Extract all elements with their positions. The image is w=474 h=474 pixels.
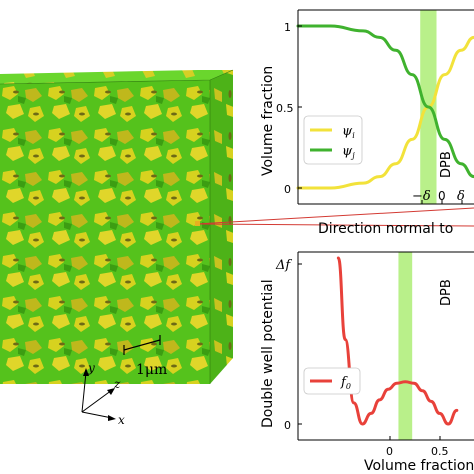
axis-x-label: x [118,413,125,427]
bottom-plot: DPB Δf 0 0 0.5 Double well potential Vol… [260,251,474,474]
top-legend-psi-j: ψj [342,144,355,160]
bottom-plot-yticks [298,263,302,425]
scale-bar [123,335,161,355]
cube-side-face [210,70,233,384]
bottom-plot-band-label: DPB [439,279,454,306]
top-plot-legend [303,115,363,165]
bottom-plot-series-f0 [336,256,459,426]
axis-triad [81,368,116,421]
top-plot-ytick-0: 0 [284,183,291,196]
cube-front-face [0,80,210,384]
top-legend-psi-i: ψi [342,124,355,140]
bottom-plot-xlabel: Volume fraction [364,458,474,474]
top-plot: DPB 1 0.5 0 −δ 0 δ Volume fraction Direc… [260,9,474,237]
top-plot-band-label: DPB [439,151,454,178]
top-plot-xtick-minus-delta: −δ [412,189,431,204]
bottom-plot-legend [303,367,361,395]
top-plot-ytick-1: 1 [284,21,291,34]
top-plot-ytick-05: 0.5 [276,102,294,115]
axis-y-label: y [87,361,95,375]
top-plot-xlabel: Direction normal to [318,221,453,237]
top-plot-series-ψi [296,35,474,190]
top-plot-xtick-zero: 0 [438,189,446,203]
bottom-plot-ytick-0: 0 [284,419,291,432]
bottom-plot-xticks [389,436,441,440]
microstructure-cube [0,69,234,384]
bottom-plot-ytick-delta-f: Δf [275,258,292,273]
top-plot-xticks [421,200,463,204]
bottom-plot-ylabel: Double well potential [260,279,276,428]
top-plot-yticks [298,25,302,189]
top-plot-xtick-delta: δ [457,189,465,204]
bottom-plot-xtick-05: 0.5 [431,445,449,458]
top-plot-series-ψj [296,24,474,179]
bottom-plot-xtick-0: 0 [386,445,393,458]
scale-bar-label: 1μm [136,362,167,378]
top-plot-ylabel: Volume fraction [260,66,276,176]
bottom-legend-f0: f0 [340,375,351,391]
axis-z-label: z [113,377,121,391]
connector-lines [195,207,474,227]
bottom-plot-dpb-band [398,252,413,440]
